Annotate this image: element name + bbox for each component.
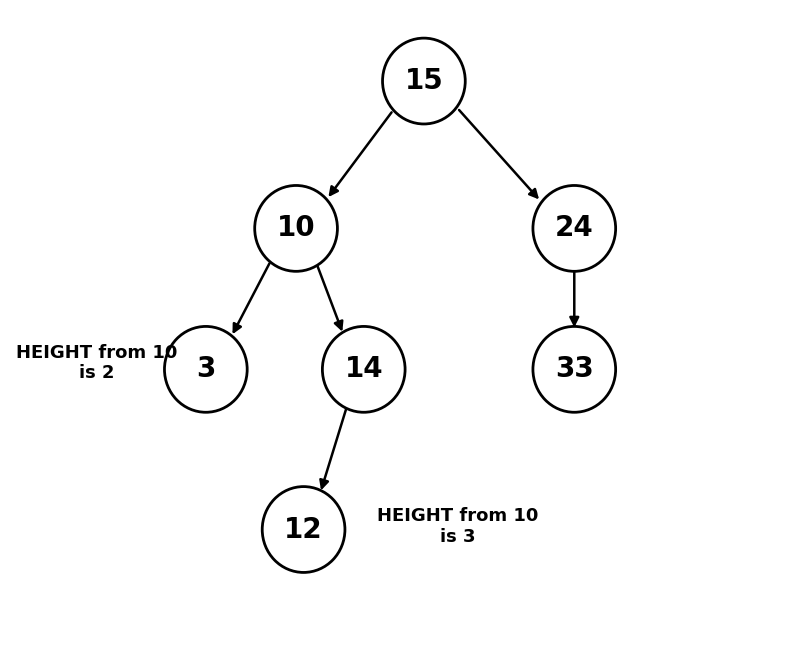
Text: 24: 24 <box>555 214 593 242</box>
Text: HEIGHT from 10
is 3: HEIGHT from 10 is 3 <box>377 507 538 546</box>
Text: 14: 14 <box>345 356 383 384</box>
Text: 10: 10 <box>277 214 316 242</box>
Ellipse shape <box>533 326 615 412</box>
Ellipse shape <box>255 186 338 271</box>
Text: 12: 12 <box>284 515 323 543</box>
Text: 3: 3 <box>196 356 215 384</box>
Text: 33: 33 <box>555 356 593 384</box>
Ellipse shape <box>262 487 345 572</box>
Text: 15: 15 <box>405 67 443 95</box>
Ellipse shape <box>383 38 466 124</box>
Ellipse shape <box>164 326 247 412</box>
Ellipse shape <box>323 326 405 412</box>
Text: HEIGHT from 10
is 2: HEIGHT from 10 is 2 <box>16 343 178 382</box>
Ellipse shape <box>533 186 615 271</box>
